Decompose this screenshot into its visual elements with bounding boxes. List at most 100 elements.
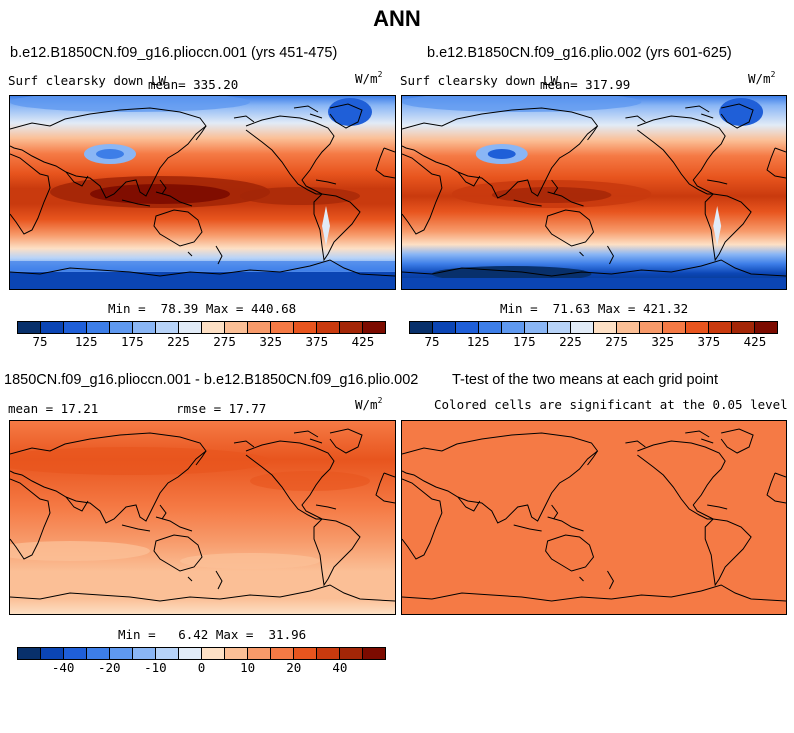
panel3-units: W/m2 [355,396,383,412]
colorbar-tick-label: 375 [305,334,329,349]
colorbar-swatch [594,322,617,333]
colorbar-swatch [755,322,777,333]
panel1-units: W/m2 [355,70,383,86]
colorbar-swatch [271,648,294,659]
panel2-mean: mean= 317.99 [540,77,631,92]
panel1-min-max: Min = 78.39 Max = 440.68 [108,301,297,316]
panel3-map [9,420,396,615]
colorbar-swatch [294,648,317,659]
panel4-title: T-test of the two means at each grid poi… [452,372,718,388]
colorbar-swatch [225,648,248,659]
colorbar-swatch [18,322,41,333]
colorbar-swatch [640,322,663,333]
panel1-mean: mean= 335.20 [148,77,239,92]
colorbar-swatch [179,648,202,659]
colorbar-tick-label: 425 [351,334,375,349]
colorbar-swatch [202,648,225,659]
colorbar-tick-label: 0 [197,660,206,675]
colorbar-swatch [248,648,271,659]
colorbar-swatch [317,322,340,333]
panel1-colorbar [17,321,386,334]
panel4-map-plot [402,421,786,614]
panel2-map [401,95,787,290]
colorbar-swatch [686,322,709,333]
colorbar-swatch [709,322,732,333]
colorbar-tick-label: 75 [32,334,48,349]
colorbar-swatch [18,648,41,659]
panel1-variable: Surf clearsky down LW [8,73,167,88]
colorbar-swatch [64,322,87,333]
colorbar-swatch [571,322,594,333]
colorbar-swatch [110,648,133,659]
panel1-map-plot [10,96,395,289]
colorbar-tick-label: 20 [286,660,302,675]
colorbar-swatch [248,322,271,333]
colorbar-tick-label: 225 [167,334,190,349]
colorbar-swatch [156,322,179,333]
colorbar-tick-label: 40 [332,660,348,675]
colorbar-swatch [179,322,202,333]
colorbar-swatch [479,322,502,333]
colorbar-tick-label: 175 [513,334,536,349]
colorbar-tick-label: -20 [97,660,121,675]
colorbar-swatch [87,648,110,659]
panel3-map-plot [10,421,395,614]
panel3-title: 1850CN.f09_g16.plioccn.001 - b.e12.B1850… [4,372,419,388]
panel2-min-max: Min = 71.63 Max = 421.32 [500,301,689,316]
panel1-title: b.e12.B1850CN.f09_g16.plioccn.001 (yrs 4… [10,45,338,61]
colorbar-swatch [41,322,64,333]
colorbar-swatch [502,322,525,333]
colorbar-tick-label: 10 [240,660,256,675]
colorbar-swatch [363,322,385,333]
panel3-min-max: Min = 6.42 Max = 31.96 [118,627,307,642]
panel3-colorbar [17,647,386,660]
panel3-mean: mean = 17.21 [8,401,99,416]
colorbar-swatch [271,322,294,333]
colorbar-swatch [133,322,156,333]
colorbar-swatch [225,322,248,333]
colorbar-swatch [110,322,133,333]
colorbar-swatch [548,322,571,333]
colorbar-swatch [202,322,225,333]
colorbar-tick-label: 375 [697,334,721,349]
colorbar-tick-label: 225 [559,334,582,349]
panel3-rmse: rmse = 17.77 [176,401,267,416]
colorbar-tick-label: 275 [213,334,236,349]
colorbar-tick-label: -40 [51,660,75,675]
colorbar-swatch [294,322,317,333]
colorbar-swatch [133,648,156,659]
colorbar-swatch [663,322,686,333]
colorbar-swatch [87,322,110,333]
colorbar-swatch [732,322,755,333]
panel1-map [9,95,396,290]
figure-title: ANN [373,6,421,31]
panel2-map-plot [402,96,786,289]
colorbar-tick-label: -10 [144,660,167,675]
colorbar-swatch [456,322,479,333]
panel4-subtitle: Colored cells are significant at the 0.0… [434,397,788,412]
colorbar-swatch [363,648,385,659]
colorbar-tick-label: 125 [74,334,98,349]
colorbar-swatch [525,322,548,333]
colorbar-swatch [156,648,179,659]
colorbar-tick-label: 425 [743,334,767,349]
colorbar-swatch [410,322,433,333]
colorbar-tick-label: 275 [605,334,628,349]
panel2-colorbar [409,321,778,334]
colorbar-swatch [617,322,640,333]
colorbar-swatch [317,648,340,659]
colorbar-tick-label: 125 [466,334,490,349]
colorbar-swatch [433,322,456,333]
colorbar-swatch [340,648,363,659]
colorbar-swatch [340,322,363,333]
colorbar-tick-label: 75 [424,334,440,349]
colorbar-swatch [41,648,64,659]
panel2-title: b.e12.B1850CN.f09_g16.plio.002 (yrs 601-… [427,45,732,61]
colorbar-swatch [64,648,87,659]
panel2-units: W/m2 [748,70,776,86]
colorbar-tick-label: 325 [651,334,674,349]
panel2-variable: Surf clearsky down LW [400,73,559,88]
colorbar-tick-label: 175 [121,334,144,349]
colorbar-tick-label: 325 [259,334,282,349]
panel4-map [401,420,787,615]
